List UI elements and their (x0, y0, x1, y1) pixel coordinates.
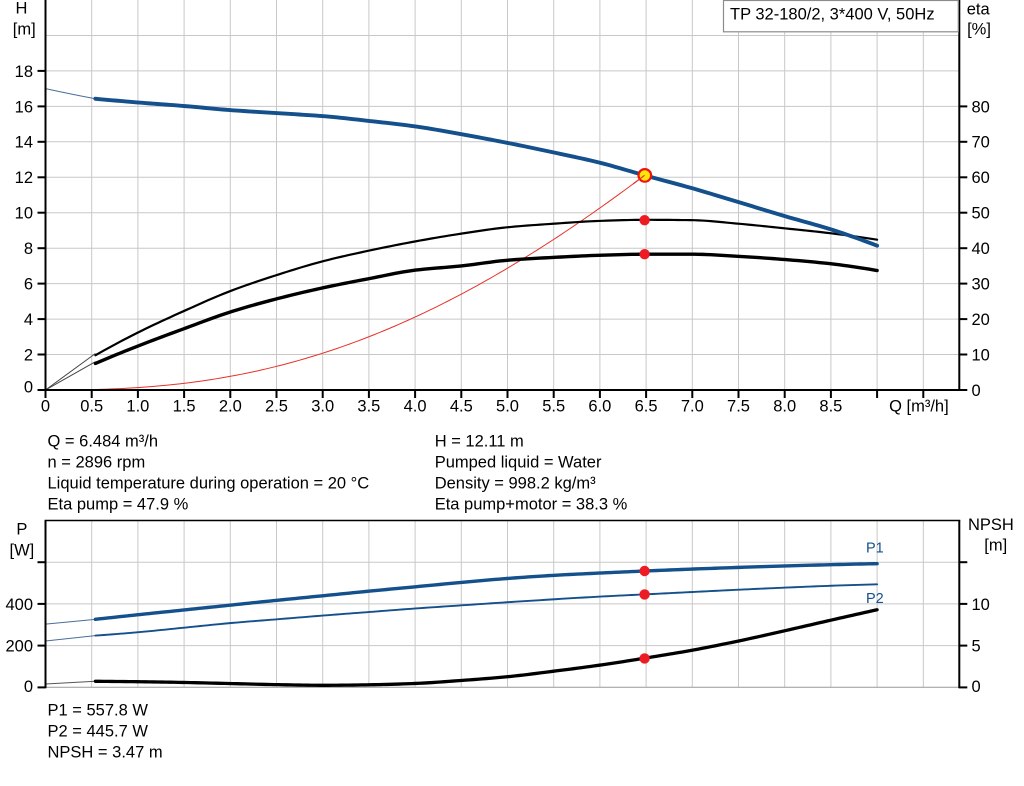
svg-text:1.0: 1.0 (126, 398, 149, 416)
svg-text:18: 18 (15, 63, 33, 81)
svg-text:2.5: 2.5 (265, 398, 288, 416)
svg-text:10: 10 (972, 346, 990, 364)
svg-text:2.0: 2.0 (219, 398, 242, 416)
svg-text:7.5: 7.5 (727, 398, 750, 416)
svg-text:NPSH = 3.47 m: NPSH = 3.47 m (48, 744, 163, 762)
svg-text:6.5: 6.5 (635, 398, 658, 416)
svg-text:8.5: 8.5 (819, 398, 842, 416)
svg-text:16: 16 (15, 98, 33, 116)
svg-text:14: 14 (15, 134, 33, 152)
svg-text:Liquid temperature during oper: Liquid temperature during operation = 20… (48, 475, 370, 493)
svg-text:[%]: [%] (967, 21, 991, 39)
svg-text:200: 200 (5, 638, 33, 656)
svg-text:0: 0 (41, 398, 50, 416)
svg-text:70: 70 (972, 134, 990, 152)
svg-text:30: 30 (972, 276, 990, 294)
svg-text:[m]: [m] (13, 20, 36, 38)
svg-text:NPSH: NPSH (968, 516, 1014, 534)
svg-text:2: 2 (24, 346, 33, 364)
svg-text:Q = 6.484 m³/h: Q = 6.484 m³/h (48, 433, 159, 451)
svg-text:0: 0 (24, 379, 33, 397)
svg-text:0: 0 (972, 382, 981, 400)
svg-text:5.0: 5.0 (496, 398, 519, 416)
svg-text:0.5: 0.5 (80, 398, 103, 416)
svg-text:0: 0 (24, 678, 33, 696)
svg-text:P2: P2 (866, 591, 884, 607)
svg-text:3.5: 3.5 (357, 398, 380, 416)
svg-text:6.0: 6.0 (588, 398, 611, 416)
svg-text:P2 = 445.7 W: P2 = 445.7 W (48, 723, 149, 741)
svg-text:Eta pump = 47.9 %: Eta pump = 47.9 % (48, 496, 189, 514)
svg-text:10: 10 (972, 596, 990, 614)
svg-text:80: 80 (972, 98, 990, 116)
svg-text:4: 4 (24, 311, 33, 329)
svg-text:8: 8 (24, 240, 33, 258)
svg-text:H: H (16, 0, 28, 18)
svg-text:P1 = 557.8 W: P1 = 557.8 W (48, 702, 149, 720)
svg-text:12: 12 (15, 169, 33, 187)
svg-text:[m]: [m] (984, 537, 1007, 555)
svg-text:10: 10 (15, 205, 33, 223)
svg-text:60: 60 (972, 169, 990, 187)
svg-text:5.5: 5.5 (542, 398, 565, 416)
svg-text:20: 20 (972, 311, 990, 329)
svg-text:[W]: [W] (10, 541, 35, 559)
svg-text:40: 40 (972, 240, 990, 258)
svg-text:6: 6 (24, 276, 33, 294)
svg-text:8.0: 8.0 (773, 398, 796, 416)
svg-text:Eta pump+motor = 38.3 %: Eta pump+motor = 38.3 % (435, 496, 628, 514)
svg-text:Pumped liquid = Water: Pumped liquid = Water (435, 454, 602, 472)
svg-text:400: 400 (5, 596, 33, 614)
svg-text:n = 2896 rpm: n = 2896 rpm (48, 454, 146, 472)
svg-text:50: 50 (972, 205, 990, 223)
svg-text:Q [m³/h]: Q [m³/h] (889, 398, 949, 416)
svg-text:0: 0 (972, 678, 981, 696)
svg-text:P1: P1 (866, 541, 884, 557)
svg-text:H = 12.11 m: H = 12.11 m (435, 433, 524, 451)
svg-text:3.0: 3.0 (311, 398, 334, 416)
svg-text:4.5: 4.5 (450, 398, 473, 416)
svg-text:eta: eta (967, 1, 991, 19)
svg-text:7.0: 7.0 (681, 398, 704, 416)
svg-text:P: P (16, 521, 27, 539)
svg-text:4.0: 4.0 (404, 398, 427, 416)
svg-text:1.5: 1.5 (173, 398, 196, 416)
svg-text:5: 5 (972, 638, 981, 656)
svg-text:TP 32-180/2, 3*400 V, 50Hz: TP 32-180/2, 3*400 V, 50Hz (730, 5, 935, 23)
svg-text:Density = 998.2 kg/m³: Density = 998.2 kg/m³ (435, 475, 596, 493)
